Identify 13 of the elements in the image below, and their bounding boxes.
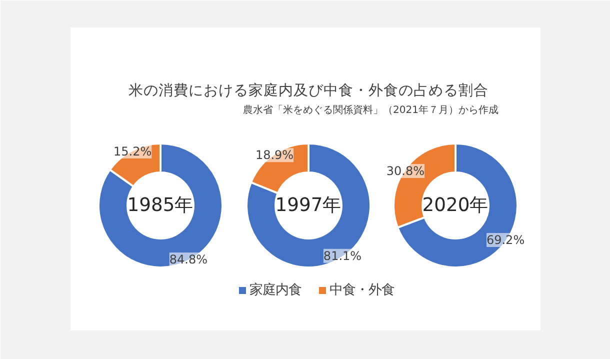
data-label: 81.1% <box>323 248 362 263</box>
text: 1997年 <box>275 195 342 216</box>
data-label: 15.2% <box>114 144 152 159</box>
data-label: 69.2% <box>486 232 525 247</box>
data-label: 30.8% <box>386 164 425 178</box>
text: 2020年 <box>422 195 489 216</box>
chart-subtitle: 農水省「米をめぐる関係資料」（2021年７月）から作成 <box>243 104 499 116</box>
legend-label: 中食・外食 <box>330 283 394 298</box>
chart-title: 米の消費における家庭内及び中食・外食の占める割合 <box>128 82 488 99</box>
legend-label: 家庭内食 <box>250 282 302 298</box>
text: 1985年 <box>127 195 194 216</box>
data-label: 84.8% <box>169 252 208 266</box>
data-label: 18.9% <box>255 148 294 162</box>
